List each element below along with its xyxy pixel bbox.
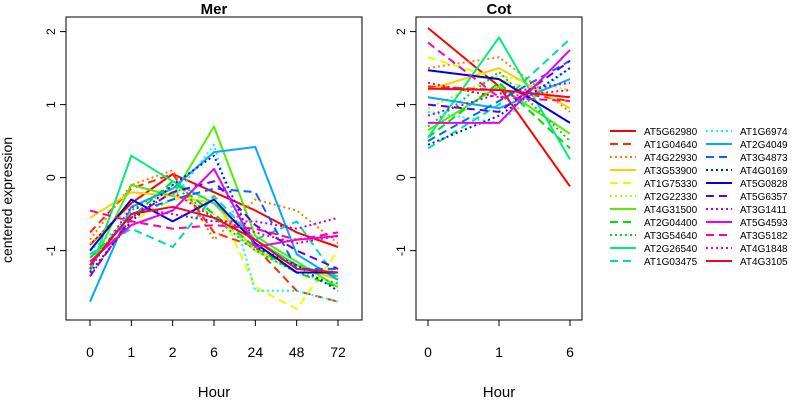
legend-item: AT2G4049	[706, 140, 788, 151]
y-tick-label: 1	[44, 101, 58, 108]
legend-label: AT3G5182	[740, 231, 788, 242]
y-tick-label: 2	[394, 28, 408, 35]
legend-item: AT5G6357	[706, 192, 788, 203]
series-line-at5g08280	[427, 69, 571, 124]
legend-label: AT5G4593	[740, 218, 788, 229]
series-line-at5g62980	[89, 173, 339, 248]
legend-label: AT2G26540	[644, 244, 698, 255]
legend-label: AT1G04640	[644, 140, 698, 151]
legend-label: AT3G54640	[644, 231, 698, 242]
series-line-at4g18480	[89, 191, 339, 277]
x-tick-label: 6	[210, 344, 218, 360]
series-line-at4g01690	[89, 154, 339, 292]
legend: AT5G62980 AT1G04640 AT4G22930 AT3G53900 AT1G…	[610, 127, 788, 268]
series-line-at2g22330	[427, 74, 571, 110]
series-line-at3g51820	[89, 209, 339, 241]
legend-item: AT3G54640	[610, 231, 698, 242]
series-line-at1g03475	[427, 38, 571, 150]
legend-label: AT4G22930	[644, 153, 698, 164]
legend-item: AT1G04640	[610, 140, 698, 151]
legend-item: AT3G1411	[706, 205, 787, 216]
legend-label: AT2G4049	[740, 140, 788, 151]
legend-item: AT5G0828	[706, 179, 788, 190]
y-tick-label: 2	[44, 28, 58, 35]
legend-item: AT3G4873	[706, 153, 788, 164]
panel-title: Cot	[487, 1, 512, 18]
legend-label: AT5G6357	[740, 192, 788, 203]
series-line-at4g31500	[89, 125, 339, 288]
legend-item: AT1G03475	[610, 257, 698, 268]
x-tick-label: 2	[169, 344, 177, 360]
series-line-at1g69740	[89, 143, 339, 303]
legend-label: AT5G62980	[644, 127, 698, 138]
series-line-at1g03475	[89, 194, 339, 281]
legend-label: AT3G53900	[644, 166, 698, 177]
legend-item: AT5G62980	[610, 127, 698, 138]
series-line-at4g31050	[427, 87, 571, 99]
legend-item: AT2G04400	[610, 218, 698, 229]
legend-label: AT4G31500	[644, 205, 698, 216]
legend-label: AT3G4873	[740, 153, 788, 164]
x-tick-label: 0	[424, 344, 432, 360]
series-line-at1g04640	[89, 173, 339, 303]
x-axis-title: Hour	[198, 384, 231, 400]
legend-label: AT1G6974	[740, 127, 788, 138]
series-line-at2g26540	[427, 36, 571, 160]
x-tick-label: 1	[127, 344, 135, 360]
legend-label: AT3G1411	[740, 205, 787, 216]
series-line-at4g18480	[427, 81, 571, 99]
x-axis-title: Hour	[483, 384, 516, 400]
legend-label: AT1G03475	[644, 257, 698, 268]
legend-label: AT4G3105	[740, 257, 788, 268]
series-line-at2g40490	[427, 78, 571, 110]
y-tick-label: 0	[44, 174, 58, 181]
legend-label: AT2G22330	[644, 192, 698, 203]
legend-item: AT3G5182	[706, 231, 788, 242]
x-tick-label: 24	[248, 344, 264, 360]
legend-label: AT4G1848	[740, 244, 788, 255]
legend-label: AT5G0828	[740, 179, 788, 190]
panel-mer: Mer -1 0 1 2 0 1 2 6 24 48 72 Hour	[44, 1, 363, 401]
legend-item: AT5G4593	[706, 218, 788, 229]
y-axis-title: centered expression	[0, 137, 15, 263]
panel-title: Mer	[201, 1, 228, 18]
legend-label: AT4G0169	[740, 166, 788, 177]
series-line-at3g51820	[427, 41, 571, 102]
legend-item: AT4G22930	[610, 153, 698, 164]
series-line-at5g45930	[428, 49, 571, 124]
legend-item: AT4G3105	[706, 257, 788, 268]
x-tick-label: 72	[330, 344, 346, 360]
legend-label: AT2G04400	[644, 218, 698, 229]
legend-item: AT4G0169	[706, 166, 788, 177]
legend-item: AT2G26540	[610, 244, 698, 255]
legend-item: AT3G53900	[610, 166, 698, 177]
y-tick-label: 0	[394, 174, 408, 181]
legend-item: AT4G31500	[610, 205, 698, 216]
y-tick-label: -1	[394, 245, 408, 256]
legend-item: AT2G22330	[610, 192, 698, 203]
series-line-at5g63570	[427, 59, 571, 113]
legend-item: AT4G1848	[706, 244, 788, 255]
legend-label: AT1G75330	[644, 179, 698, 190]
x-tick-label: 0	[86, 344, 94, 360]
x-tick-label: 6	[566, 344, 574, 360]
x-tick-label: 1	[495, 344, 503, 360]
series-line-at3g14110	[89, 205, 339, 270]
panel-cot: Cot -1 0 1 2 0 1 6 Hour	[394, 1, 583, 401]
x-tick-label: 48	[289, 344, 305, 360]
series-line-at5g08280	[89, 198, 338, 274]
series-line-at4g01690	[427, 67, 571, 146]
series-line-at2g04400	[427, 81, 571, 150]
series-line-at1g75330	[427, 56, 571, 102]
series-line-at2g40490	[89, 146, 339, 303]
y-tick-label: 1	[394, 101, 408, 108]
legend-item: AT1G6974	[706, 127, 788, 138]
y-tick-label: -1	[44, 245, 58, 256]
series-line-at4g31050	[89, 205, 339, 274]
legend-item: AT1G75330	[610, 179, 698, 190]
